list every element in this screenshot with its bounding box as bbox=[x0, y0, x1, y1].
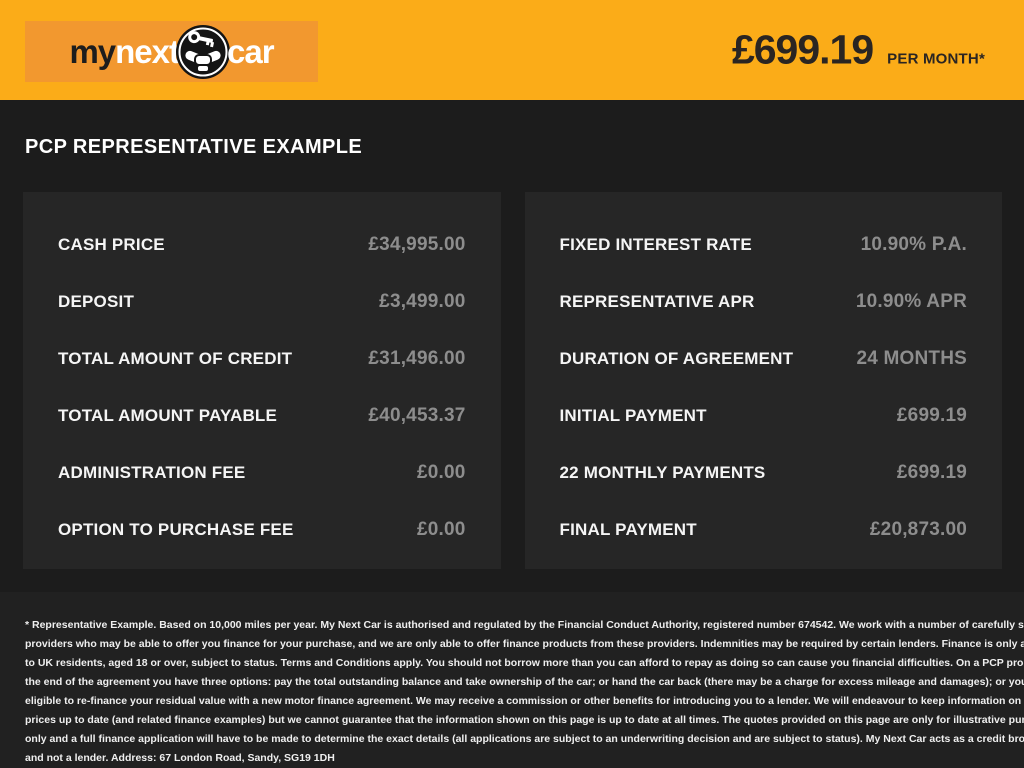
disclaimer-line: and not a lender. Address: 67 London Roa… bbox=[25, 752, 335, 764]
finance-panel-right: FIXED INTEREST RATE 10.90% P.A. REPRESEN… bbox=[524, 192, 1002, 569]
finance-label: FINAL PAYMENT bbox=[559, 520, 697, 539]
finance-value: 10.90% APR bbox=[855, 291, 967, 312]
finance-value: £40,453.37 bbox=[368, 405, 466, 426]
finance-row: OPTION TO PURCHASE FEE £0.00 bbox=[58, 519, 466, 541]
finance-row: 22 MONTHLY PAYMENTS £699.19 bbox=[560, 462, 968, 484]
header-bar: my next car £699.19 PER MONTH* bbox=[0, 0, 1024, 100]
finance-panels: CASH PRICE £34,995.00 DEPOSIT £3,499.00 … bbox=[23, 192, 1002, 569]
disclaimer-line: providers who may be able to offer you f… bbox=[25, 638, 1024, 650]
price-period: PER MONTH* bbox=[887, 50, 985, 68]
finance-label: INITIAL PAYMENT bbox=[559, 406, 707, 425]
finance-label: REPRESENTATIVE APR bbox=[559, 292, 755, 311]
logo-word-next: next bbox=[115, 33, 180, 70]
disclaimer-line: to UK residents, aged 18 or over, subjec… bbox=[25, 657, 1024, 669]
finance-row: DEPOSIT £3,499.00 bbox=[58, 291, 466, 313]
disclaimer-line: the end of the agreement you have three … bbox=[25, 676, 1024, 688]
main-section: PCP REPRESENTATIVE EXAMPLE CASH PRICE £3… bbox=[0, 100, 1024, 592]
disclaimer-line: prices up to date (and related finance e… bbox=[25, 714, 1024, 726]
disclaimer-line: * Representative Example. Based on 10,00… bbox=[25, 619, 1024, 631]
logo-word-car: car bbox=[227, 33, 275, 70]
finance-row: DURATION OF AGREEMENT 24 MONTHS bbox=[560, 348, 968, 370]
finance-row: INITIAL PAYMENT £699.19 bbox=[560, 405, 968, 427]
finance-value: £34,995.00 bbox=[368, 234, 466, 255]
disclaimer-section: * Representative Example. Based on 10,00… bbox=[0, 592, 1024, 768]
page-title: PCP REPRESENTATIVE EXAMPLE bbox=[25, 136, 363, 158]
finance-panel-left: CASH PRICE £34,995.00 DEPOSIT £3,499.00 … bbox=[23, 192, 501, 569]
finance-label: DEPOSIT bbox=[58, 292, 135, 311]
finance-label: FIXED INTEREST RATE bbox=[559, 235, 752, 254]
finance-value: £0.00 bbox=[416, 462, 466, 483]
disclaimer-line: only and a full finance application will… bbox=[25, 733, 1024, 745]
finance-label: DURATION OF AGREEMENT bbox=[559, 349, 794, 368]
finance-label: CASH PRICE bbox=[58, 235, 165, 254]
finance-value: £31,496.00 bbox=[368, 348, 466, 369]
price-amount: £699.19 bbox=[731, 26, 874, 73]
finance-value: 24 MONTHS bbox=[856, 348, 967, 369]
finance-label: 22 MONTHLY PAYMENTS bbox=[559, 463, 766, 482]
finance-value: £3,499.00 bbox=[379, 291, 466, 312]
handshake-key-icon bbox=[176, 24, 230, 79]
finance-value: £699.19 bbox=[896, 462, 967, 483]
finance-label: TOTAL AMOUNT OF CREDIT bbox=[58, 349, 293, 368]
disclaimer-line: eligible to re-finance your residual val… bbox=[25, 695, 1024, 707]
finance-row: ADMINISTRATION FEE £0.00 bbox=[58, 462, 466, 484]
finance-label: ADMINISTRATION FEE bbox=[58, 463, 246, 482]
finance-label: TOTAL AMOUNT PAYABLE bbox=[58, 406, 278, 425]
finance-row: CASH PRICE £34,995.00 bbox=[58, 234, 466, 256]
logo-word-my: my bbox=[69, 33, 116, 70]
finance-row: TOTAL AMOUNT OF CREDIT £31,496.00 bbox=[58, 348, 466, 370]
finance-row: FINAL PAYMENT £20,873.00 bbox=[560, 519, 968, 541]
finance-label: OPTION TO PURCHASE FEE bbox=[58, 520, 294, 539]
finance-row: REPRESENTATIVE APR 10.90% APR bbox=[560, 291, 968, 313]
finance-value: £699.19 bbox=[896, 405, 967, 426]
finance-value: £0.00 bbox=[416, 519, 466, 540]
monthly-price: £699.19 PER MONTH* bbox=[732, 27, 985, 74]
logo[interactable]: my next car bbox=[25, 21, 318, 82]
finance-value: 10.90% P.A. bbox=[860, 234, 967, 255]
finance-row: TOTAL AMOUNT PAYABLE £40,453.37 bbox=[58, 405, 466, 427]
finance-row: FIXED INTEREST RATE 10.90% P.A. bbox=[560, 234, 968, 256]
finance-value: £20,873.00 bbox=[869, 519, 967, 540]
